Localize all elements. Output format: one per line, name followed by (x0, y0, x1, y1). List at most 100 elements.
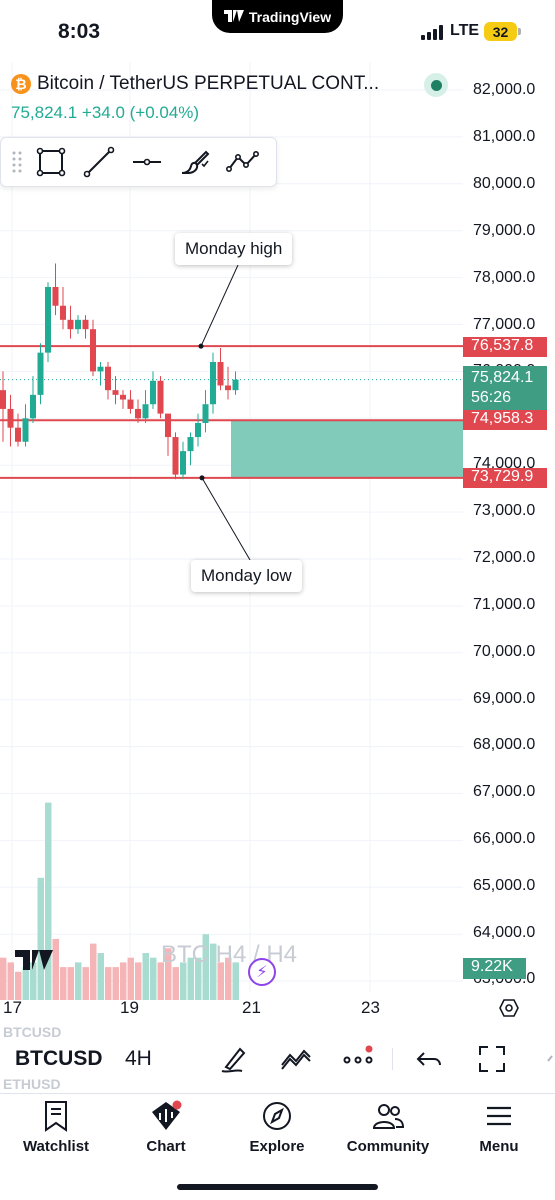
candle-body (60, 305, 66, 320)
undo-icon[interactable] (414, 1043, 446, 1075)
volume-bar (105, 967, 112, 1000)
path-tool-button[interactable] (219, 141, 267, 183)
candle-body (232, 379, 239, 391)
volume-bar (195, 957, 202, 1000)
more-icon[interactable] (342, 1043, 374, 1075)
candle-body (202, 404, 209, 423)
volume-bar (90, 943, 97, 1000)
home-indicator (177, 1184, 378, 1190)
volume-bar (225, 957, 232, 1000)
volume-bar (150, 957, 157, 1000)
chart-settings-icon[interactable] (499, 998, 519, 1018)
tab-label: Chart (146, 1138, 186, 1155)
time-axis-label: 19 (120, 998, 139, 1017)
monday-low-price-tag: 73,729.9 (463, 468, 547, 488)
trend-line-tool-button[interactable] (75, 141, 123, 183)
monday-high-connector (200, 264, 239, 347)
horizontal-line-tool-button[interactable] (123, 141, 171, 183)
chart-tab-icon (152, 1100, 182, 1130)
replay-lightning-icon[interactable]: ⚡ (248, 958, 276, 986)
candle-body (52, 286, 59, 306)
symbol-button[interactable]: BTCUSD (15, 1047, 103, 1070)
trend-line-icon (83, 146, 115, 178)
tab-menu[interactable]: Menu (444, 1100, 554, 1160)
candle-body (172, 437, 179, 475)
candle-body (217, 362, 224, 386)
symbol-ghost-top: BTCUSD (3, 1024, 62, 1040)
volume-bar (112, 967, 119, 1000)
candle-body (30, 394, 36, 419)
price-axis-label: 73,000.0 (473, 502, 536, 519)
status-bar: 8:03 TradingView LTE 32 (0, 0, 555, 62)
monday-low-callout[interactable]: Monday low (191, 560, 302, 592)
volume-bar (30, 962, 37, 1000)
monday-high-price-tag: 76,537.8 (463, 337, 547, 357)
indicators-icon[interactable] (280, 1043, 312, 1075)
bottom-tab-bar (0, 1093, 555, 1200)
rectangle-tool-button[interactable] (27, 141, 75, 183)
market-status-icon[interactable] (424, 73, 448, 97)
volume-bar (60, 967, 67, 1000)
symbol-header[interactable]: ₿ Bitcoin / TetherUS PERPETUAL CONT... (11, 72, 379, 96)
price-axis-label: 68,000.0 (473, 736, 536, 753)
time-axis-label: 17 (3, 998, 22, 1017)
tab-community[interactable]: Community (333, 1100, 443, 1160)
chart-canvas[interactable] (0, 62, 555, 1025)
path-icon (226, 151, 259, 172)
more-tools-edge-icon[interactable] (540, 1043, 555, 1075)
tab-watchlist[interactable]: Watchlist (1, 1100, 111, 1160)
candle-body (45, 286, 51, 353)
tab-label: Explore (249, 1138, 305, 1155)
candle-body (67, 319, 74, 330)
rectangle-icon (36, 147, 66, 177)
monday-high-anchor (198, 343, 204, 349)
candle-body (75, 319, 81, 330)
symbol-ghost-bottom: ETHUSD (3, 1076, 61, 1092)
volume-bar (22, 967, 29, 1000)
battery-level: 32 (492, 23, 509, 40)
volume-bar (172, 967, 179, 1000)
price-axis-label: 65,000.0 (473, 877, 536, 894)
candle-body (225, 385, 231, 391)
hamburger-menu-icon (487, 1106, 511, 1126)
chart-svg[interactable] (0, 62, 555, 1025)
tradingview-logo-icon (223, 9, 244, 25)
price-axis-label: 78,000.0 (473, 269, 536, 286)
tab-explore[interactable]: Explore (222, 1100, 332, 1160)
network-type: LTE (450, 22, 480, 39)
price-axis-label: 82,000.0 (473, 81, 536, 98)
candle-body (97, 366, 104, 372)
brush-tool-button[interactable] (171, 141, 219, 183)
drag-handle-icon[interactable] (9, 147, 27, 177)
zone-top-price-tag: 74,958.3 (463, 410, 547, 430)
volume-bar (67, 967, 74, 1000)
volume-bar (232, 962, 239, 1000)
interval-button[interactable]: 4H (125, 1047, 152, 1070)
status-time: 8:03 (58, 20, 101, 43)
bar-countdown: 56:26 (471, 389, 512, 406)
candle-body (180, 451, 186, 475)
fullscreen-icon[interactable] (476, 1043, 508, 1075)
volume-bar (15, 971, 22, 1000)
candle-body (150, 380, 156, 405)
volume-bar (127, 957, 134, 1000)
tab-label: Community (346, 1138, 430, 1155)
last-price-tag: 75,824.1 56:26 (463, 366, 547, 410)
price-axis-label: 77,000.0 (473, 316, 536, 333)
pen-icon[interactable] (218, 1043, 250, 1075)
time-axis-label: 21 (242, 998, 261, 1017)
signal-icon (421, 25, 445, 40)
symbol-title[interactable]: Bitcoin / TetherUS PERPETUAL CONT... (37, 73, 380, 94)
volume-bar (157, 962, 164, 1000)
candle-body (187, 437, 194, 452)
price-axis-label: 81,000.0 (473, 128, 536, 145)
candle-body (105, 366, 111, 391)
candle-body (142, 404, 149, 419)
candle-body (15, 427, 21, 442)
volume-bar (82, 967, 89, 1000)
volume-bar (187, 957, 194, 1000)
tab-chart[interactable]: Chart (111, 1100, 221, 1160)
monday-high-callout[interactable]: Monday high (175, 233, 293, 265)
chart-watermark: BTC H4 / H4 (161, 941, 298, 968)
tradingview-logo-icon[interactable] (15, 948, 55, 972)
